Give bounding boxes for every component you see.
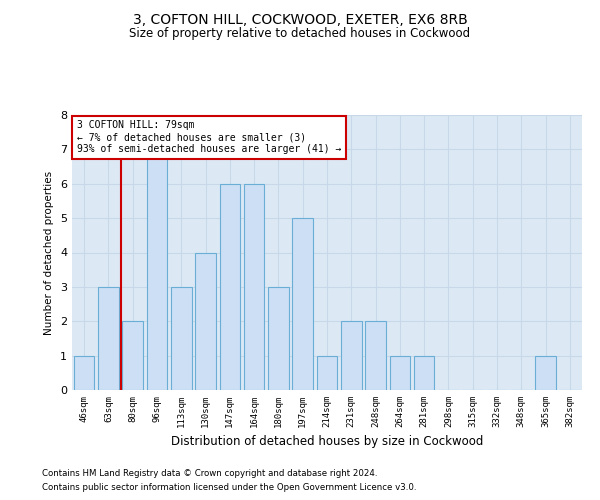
Text: 3 COFTON HILL: 79sqm
← 7% of detached houses are smaller (3)
93% of semi-detache: 3 COFTON HILL: 79sqm ← 7% of detached ho… [77, 120, 341, 154]
Bar [389, 356, 410, 390]
Text: 3, COFTON HILL, COCKWOOD, EXETER, EX6 8RB: 3, COFTON HILL, COCKWOOD, EXETER, EX6 8R… [133, 12, 467, 26]
Text: Contains public sector information licensed under the Open Government Licence v3: Contains public sector information licen… [42, 484, 416, 492]
X-axis label: Distribution of detached houses by size in Cockwood: Distribution of detached houses by size … [171, 436, 483, 448]
Bar [268, 287, 289, 390]
Text: Contains HM Land Registry data © Crown copyright and database right 2024.: Contains HM Land Registry data © Crown c… [42, 468, 377, 477]
Bar [74, 356, 94, 390]
Bar [414, 356, 434, 390]
Bar [122, 322, 143, 390]
Y-axis label: Number of detached properties: Number of detached properties [44, 170, 55, 334]
Bar [98, 287, 119, 390]
Bar [195, 252, 216, 390]
Bar [146, 150, 167, 390]
Bar [292, 218, 313, 390]
Bar [341, 322, 362, 390]
Bar [365, 322, 386, 390]
Bar [171, 287, 191, 390]
Bar [317, 356, 337, 390]
Bar [535, 356, 556, 390]
Bar [244, 184, 265, 390]
Text: Size of property relative to detached houses in Cockwood: Size of property relative to detached ho… [130, 28, 470, 40]
Bar [220, 184, 240, 390]
